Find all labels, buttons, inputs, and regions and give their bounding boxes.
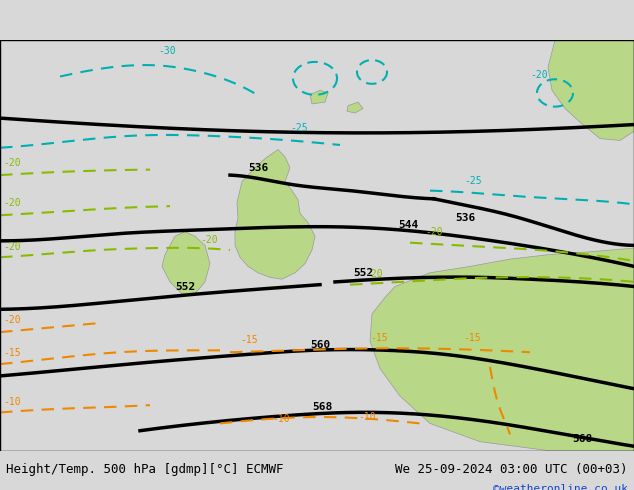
Text: -15: -15 <box>370 333 387 343</box>
Text: -25: -25 <box>464 176 482 186</box>
Text: -20: -20 <box>365 270 383 279</box>
Text: 552: 552 <box>353 268 373 277</box>
Text: 536: 536 <box>248 163 268 172</box>
Text: -20: -20 <box>3 158 21 168</box>
Text: -20: -20 <box>3 315 21 325</box>
Text: -10: -10 <box>272 414 290 423</box>
Polygon shape <box>347 102 363 113</box>
Text: -20: -20 <box>200 235 217 245</box>
Text: -15: -15 <box>240 335 257 345</box>
Text: -10: -10 <box>3 397 21 407</box>
Text: -20: -20 <box>3 198 21 208</box>
Text: -25: -25 <box>290 123 307 133</box>
Text: -15: -15 <box>463 333 481 343</box>
Text: 560: 560 <box>310 340 330 350</box>
Text: We 25-09-2024 03:00 UTC (00+03): We 25-09-2024 03:00 UTC (00+03) <box>395 463 628 476</box>
Text: 544: 544 <box>398 220 418 230</box>
Text: Height/Temp. 500 hPa [gdmp][°C] ECMWF: Height/Temp. 500 hPa [gdmp][°C] ECMWF <box>6 463 284 476</box>
Polygon shape <box>162 232 210 294</box>
Text: ©weatheronline.co.uk: ©weatheronline.co.uk <box>493 484 628 490</box>
Text: -10: -10 <box>358 412 375 422</box>
Text: -30: -30 <box>158 46 176 56</box>
Text: -20: -20 <box>425 227 443 237</box>
Text: -15: -15 <box>3 348 21 358</box>
Polygon shape <box>370 248 634 451</box>
Polygon shape <box>235 149 315 279</box>
Text: 568: 568 <box>572 434 592 443</box>
Text: -20: -20 <box>3 242 21 252</box>
Text: 552: 552 <box>175 282 195 292</box>
Text: -20: -20 <box>530 71 548 80</box>
Text: 536: 536 <box>455 213 476 223</box>
Polygon shape <box>310 90 328 104</box>
Polygon shape <box>548 40 634 141</box>
Text: 568: 568 <box>312 402 332 412</box>
